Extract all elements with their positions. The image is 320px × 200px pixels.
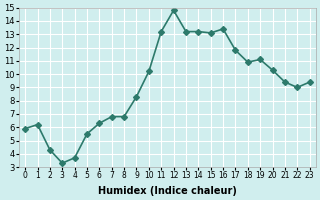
X-axis label: Humidex (Indice chaleur): Humidex (Indice chaleur) bbox=[98, 186, 237, 196]
